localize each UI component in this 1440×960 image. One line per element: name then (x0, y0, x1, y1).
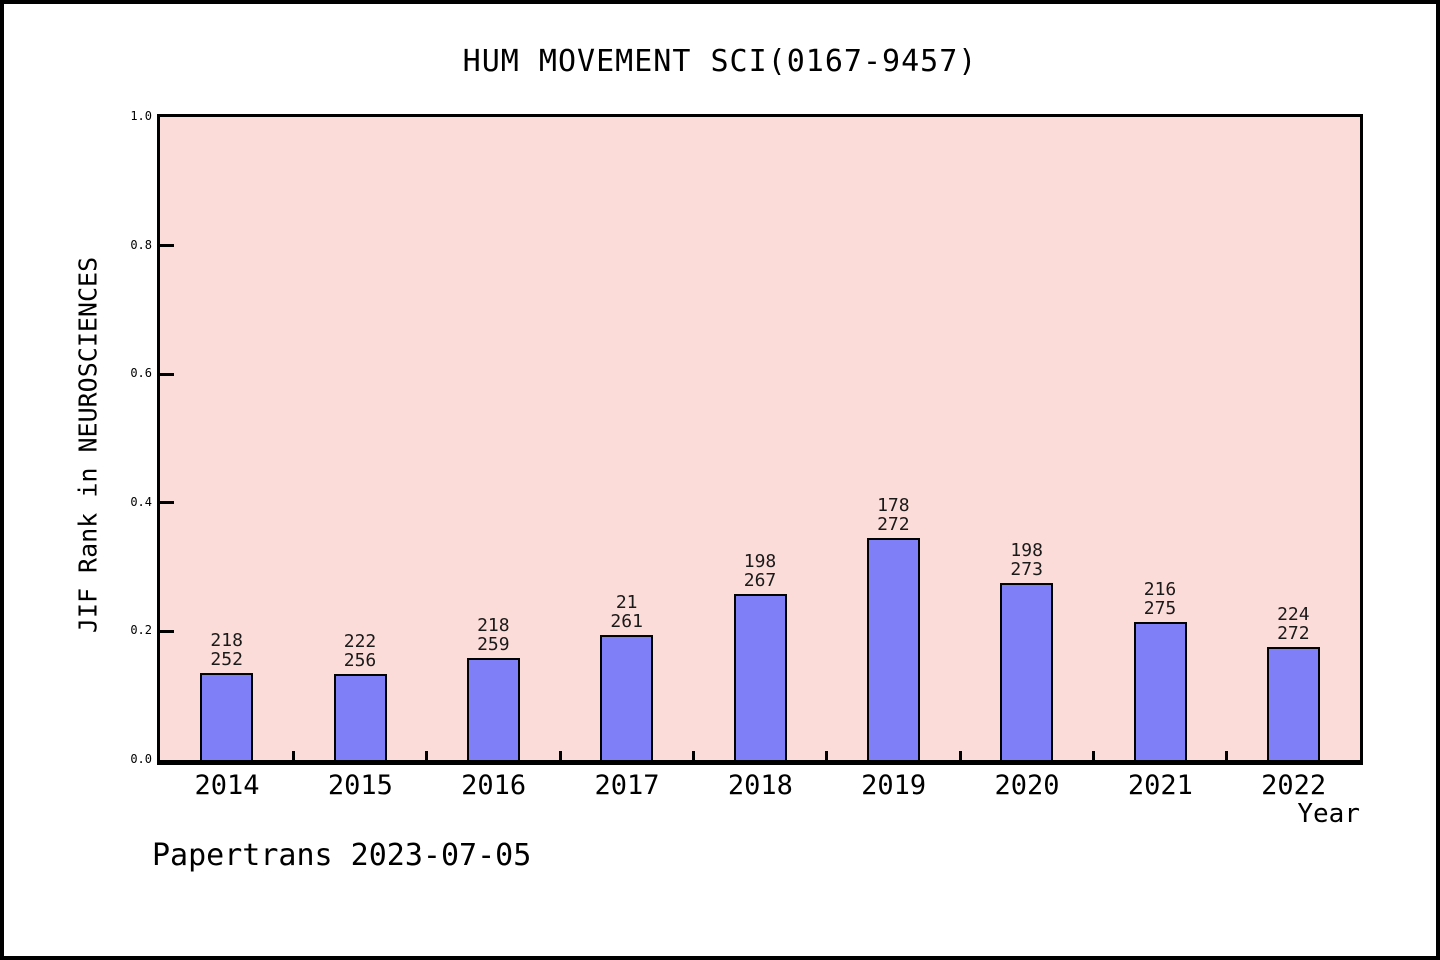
bar-2018 (733, 594, 787, 760)
bar-label-total: 261 (610, 610, 643, 632)
bar-label-total: 275 (1143, 597, 1177, 619)
bar-2020 (1000, 583, 1054, 760)
bar-value-label: 216 275 (1105, 580, 1215, 618)
x-tick-mark (958, 751, 962, 760)
plot-area: 218 252 222 256 218 259 21 261 198 267 178 272 198 27… (157, 114, 1363, 765)
bar-label-total: 256 (343, 650, 377, 672)
bar-value-label: 222 256 (305, 632, 415, 670)
x-tick-mark (825, 751, 829, 760)
bar-label-total: 252 (210, 649, 243, 671)
y-tick-mark (160, 244, 174, 248)
bar-label-total: 259 (477, 634, 510, 656)
bar-2015 (333, 674, 387, 760)
watermark-text: Papertrans 2023-07-05 (152, 838, 532, 873)
bar-label-rank: 178 (877, 494, 910, 516)
y-tick-label: 0.8 (130, 237, 152, 252)
bar-value-label: 178 272 (838, 496, 948, 534)
x-tick-label-2015: 2015 (327, 770, 393, 801)
bar-2021 (1133, 621, 1187, 760)
x-tick-mark (558, 751, 562, 760)
x-tick-label-2019: 2019 (861, 770, 927, 801)
x-axis-label: Year (1297, 799, 1360, 829)
y-tick-label: 0.6 (130, 366, 152, 381)
x-tick-label-2014: 2014 (194, 770, 260, 801)
x-tick-label-2022: 2022 (1261, 770, 1327, 801)
bar-value-label: 218 252 (172, 631, 282, 669)
x-tick-mark (425, 751, 429, 760)
y-tick-label: 0.0 (130, 752, 152, 766)
x-tick-label-2018: 2018 (727, 770, 793, 801)
y-tick-label: 0.4 (130, 494, 152, 509)
y-tick-label: 1.0 (130, 109, 152, 123)
bar-label-rank: 222 (343, 631, 377, 653)
x-tick-mark (691, 751, 695, 760)
y-tick-mark (160, 629, 174, 633)
x-tick-label-2020: 2020 (994, 770, 1060, 801)
bar-label-total: 267 (743, 570, 777, 592)
bar-2014 (200, 673, 254, 760)
bar-2022 (1266, 646, 1320, 760)
bar-2016 (466, 658, 520, 760)
bar-label-rank: 198 (743, 551, 777, 573)
y-tick-mark (160, 501, 174, 505)
x-tick-label-2016: 2016 (461, 770, 527, 801)
bar-value-label: 21 261 (572, 593, 682, 631)
bar-value-label: 218 259 (438, 616, 548, 654)
bar-label-rank: 218 (477, 615, 510, 637)
bar-label-total: 272 (877, 513, 910, 535)
bar-label-total: 272 (1277, 622, 1310, 644)
bar-label-rank: 218 (210, 630, 243, 652)
chart-title: HUM MOVEMENT SCI(0167-9457) (462, 44, 978, 79)
bar-label-rank: 21 (615, 591, 638, 613)
bar-2017 (600, 634, 654, 760)
plot-inner: 218 252 222 256 218 259 21 261 198 267 178 272 198 27… (160, 117, 1360, 760)
y-axis-label-text: JIF Rank in NEUROSCIENCES (73, 256, 103, 634)
bar-value-label: 224 272 (1238, 605, 1348, 643)
bar-label-rank: 216 (1143, 578, 1177, 600)
x-tick-mark (1091, 751, 1095, 760)
bar-label-rank: 224 (1277, 603, 1310, 625)
y-tick-label: 0.2 (130, 623, 152, 638)
bar-value-label: 198 273 (972, 541, 1082, 579)
bar-2019 (866, 537, 920, 760)
bar-label-total: 273 (1010, 559, 1043, 581)
bar-value-label: 198 267 (705, 552, 815, 590)
x-tick-label-2017: 2017 (594, 770, 660, 801)
x-tick-mark (1225, 751, 1229, 760)
bar-label-rank: 198 (1010, 540, 1043, 562)
x-tick-mark (291, 751, 295, 760)
y-tick-mark (160, 372, 174, 376)
x-tick-label-2021: 2021 (1127, 770, 1193, 801)
